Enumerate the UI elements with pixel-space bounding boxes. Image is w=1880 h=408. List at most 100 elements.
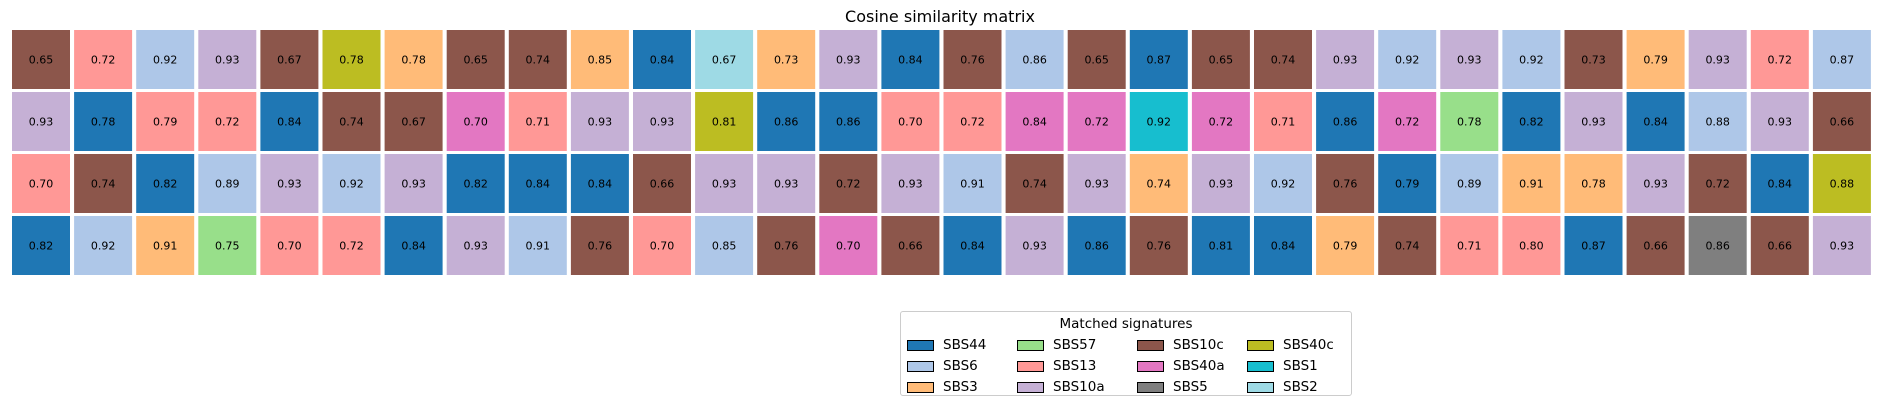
cell-rect <box>1626 154 1685 213</box>
cell-rect <box>446 92 505 151</box>
heatmap-cell: 0.74 <box>508 30 567 89</box>
legend-swatch <box>1247 339 1274 351</box>
cell-value-label: 0.75 <box>215 240 240 253</box>
heatmap-cell: 0.93 <box>1067 154 1126 213</box>
cell-value-label: 0.84 <box>898 54 923 67</box>
cell-rect <box>198 154 257 213</box>
heatmap-cell: 0.81 <box>695 92 754 151</box>
cell-value-label: 0.70 <box>277 240 302 253</box>
heatmap-cell: 0.84 <box>384 216 443 275</box>
heatmap-cell: 0.76 <box>1129 216 1188 275</box>
cell-value-label: 0.72 <box>1705 178 1730 191</box>
heatmap-cell: 0.91 <box>508 216 567 275</box>
legend-swatch <box>907 381 934 393</box>
cell-rect <box>12 216 70 275</box>
cell-rect <box>1440 30 1499 89</box>
heatmap-cell: 0.85 <box>695 216 754 275</box>
cell-rect <box>1688 92 1747 151</box>
cell-value-label: 0.85 <box>588 54 613 67</box>
cell-value-label: 0.93 <box>1643 178 1668 191</box>
legend-title: Matched signatures <box>1059 316 1193 332</box>
cell-rect <box>384 92 443 151</box>
legend-item: SBS1 <box>1247 357 1318 375</box>
cell-rect <box>508 30 567 89</box>
cell-value-label: 0.92 <box>91 240 116 253</box>
heatmap-cell: 0.79 <box>1378 154 1437 213</box>
heatmap-cell: 0.76 <box>757 216 816 275</box>
cell-value-label: 0.73 <box>1581 54 1606 67</box>
cell-rect <box>570 30 629 89</box>
cell-value-label: 0.76 <box>588 240 613 253</box>
heatmap-cell: 0.82 <box>136 154 195 213</box>
legend-item: SBS10a <box>1017 378 1105 396</box>
cell-value-label: 0.92 <box>1147 116 1172 129</box>
heatmap-cell: 0.66 <box>1750 216 1809 275</box>
cell-rect <box>633 30 691 89</box>
cell-value-label: 0.84 <box>401 240 426 253</box>
heatmap-cell: 0.66 <box>881 216 940 275</box>
heatmap-cell: 0.91 <box>136 216 195 275</box>
heatmap-cell: 0.67 <box>695 30 754 89</box>
heatmap-cell: 0.89 <box>198 154 257 213</box>
heatmap-cell: 0.84 <box>943 216 1002 275</box>
cell-rect <box>1067 30 1126 89</box>
cell-value-label: 0.65 <box>1209 54 1234 67</box>
cell-value-label: 0.88 <box>1830 178 1855 191</box>
cell-rect <box>570 154 629 213</box>
heatmap-cell: 0.88 <box>1688 92 1747 151</box>
cell-value-label: 0.88 <box>1705 116 1730 129</box>
cell-value-label: 0.84 <box>588 178 613 191</box>
heatmap-cell: 0.72 <box>74 30 133 89</box>
cell-value-label: 0.66 <box>650 178 675 191</box>
cell-value-label: 0.71 <box>1271 116 1296 129</box>
cell-value-label: 0.72 <box>836 178 861 191</box>
heatmap-cell: 0.84 <box>1005 92 1064 151</box>
cell-value-label: 0.72 <box>339 240 364 253</box>
legend-swatch <box>1017 360 1044 372</box>
cell-rect <box>943 216 1002 275</box>
legend-item: SBS2 <box>1247 378 1318 396</box>
heatmap-cell: 0.82 <box>12 216 70 275</box>
cell-value-label: 0.76 <box>960 54 985 67</box>
cell-value-label: 0.93 <box>1209 178 1234 191</box>
legend-label: SBS40c <box>1283 337 1334 353</box>
legend-label: SBS44 <box>943 337 987 353</box>
heatmap-cell: 0.93 <box>446 216 505 275</box>
legend-swatch <box>1017 339 1044 351</box>
cell-rect <box>1129 216 1188 275</box>
cell-value-label: 0.74 <box>1022 178 1047 191</box>
cell-rect <box>1378 216 1437 275</box>
cell-value-label: 0.82 <box>463 178 488 191</box>
cell-rect <box>446 216 505 275</box>
legend-swatch <box>907 360 934 372</box>
heatmap-cell: 0.70 <box>881 92 940 151</box>
heatmap-cell: 0.76 <box>570 216 629 275</box>
cell-rect <box>384 154 443 213</box>
cell-rect <box>819 154 878 213</box>
legend-item: SBS40a <box>1137 357 1225 375</box>
cell-value-label: 0.92 <box>1395 54 1420 67</box>
cell-value-label: 0.91 <box>153 240 178 253</box>
cell-value-label: 0.81 <box>712 116 737 129</box>
cell-rect <box>695 92 754 151</box>
cell-value-label: 0.86 <box>1084 240 1109 253</box>
cell-rect <box>1005 30 1064 89</box>
cell-rect <box>695 30 754 89</box>
heatmap-cell: 0.93 <box>1005 216 1064 275</box>
cell-value-label: 0.91 <box>526 240 551 253</box>
cell-rect <box>1812 30 1871 89</box>
cell-rect <box>198 30 257 89</box>
legend-item: SBS13 <box>1017 357 1096 375</box>
cell-rect <box>570 216 629 275</box>
legend-swatch <box>1247 381 1274 393</box>
cell-value-label: 0.93 <box>712 178 737 191</box>
heatmap-cell: 0.66 <box>1626 216 1685 275</box>
legend-label: SBS10c <box>1173 337 1224 353</box>
cell-rect <box>1254 30 1312 89</box>
heatmap-cell: 0.82 <box>1502 92 1561 151</box>
legend-swatch <box>1137 381 1164 393</box>
cell-value-label: 0.93 <box>836 54 861 67</box>
heatmap-cell: 0.92 <box>1129 92 1188 151</box>
heatmap-cell: 0.79 <box>1626 30 1685 89</box>
cell-value-label: 0.85 <box>712 240 737 253</box>
